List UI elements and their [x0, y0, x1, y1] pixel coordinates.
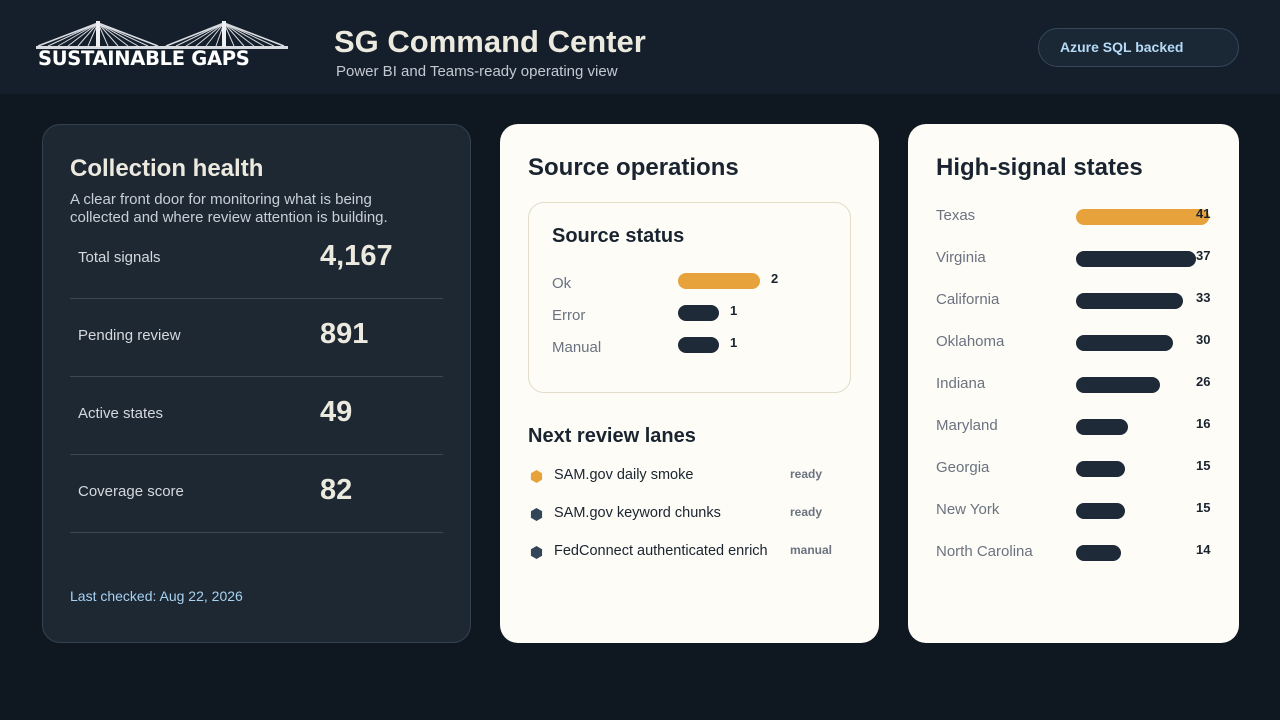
source-status-label: Manual	[552, 339, 602, 356]
state-signal-value: 16	[1196, 416, 1211, 431]
lane-status-dot-icon	[530, 508, 543, 521]
state-signal-value: 15	[1196, 500, 1211, 515]
metric-label: Pending review	[78, 327, 181, 344]
source-status-label: Error	[552, 307, 586, 324]
metric-value: 82	[320, 474, 353, 506]
lane-status-tag: ready	[790, 467, 823, 481]
state-name: Virginia	[936, 249, 986, 266]
lane-name: FedConnect authenticated enrich	[554, 543, 768, 559]
lane-name: SAM.gov daily smoke	[554, 467, 694, 483]
metric-value: 891	[320, 318, 369, 350]
last-checked-timestamp: Last checked: Aug 22, 2026	[70, 588, 243, 604]
state-name: Oklahoma	[936, 333, 1005, 350]
state-signal-bar	[1076, 419, 1128, 435]
state-signal-value: 41	[1196, 206, 1211, 221]
state-name: Texas	[936, 207, 976, 224]
state-row[interactable]: Texas 41	[936, 202, 1216, 226]
state-signal-bar	[1076, 503, 1125, 519]
source-operations-card: Source operations Source status Ok 2 Error…	[500, 124, 879, 643]
source-status-row: Manual 1	[552, 335, 842, 359]
source-operations-title: Source operations	[528, 154, 739, 181]
review-lane-item[interactable]: FedConnect authenticated enrich manual	[528, 540, 858, 564]
state-row[interactable]: North Carolina 14	[936, 538, 1216, 562]
metric-label: Active states	[78, 405, 164, 422]
collection-health-card: Collection health A clear front door for…	[42, 124, 471, 643]
source-status-row: Ok 2	[552, 271, 842, 295]
source-status-row: Error 1	[552, 303, 842, 327]
top-bar: SUSTAINABLE GAPS SG Command Center Power…	[0, 0, 1280, 94]
state-name: Maryland	[936, 417, 998, 434]
state-row[interactable]: New York 15	[936, 496, 1216, 520]
state-signal-value: 30	[1196, 332, 1211, 347]
state-signal-bar	[1076, 377, 1160, 393]
review-lanes-title: Next review lanes	[528, 425, 696, 447]
metric-row-total-signals: Total signals 4,167	[70, 221, 443, 299]
metric-row-coverage-score: Coverage score 82	[70, 455, 443, 533]
lane-status-tag: ready	[790, 505, 823, 519]
source-status-panel: Source status Ok 2 Error 1 Manual 1	[528, 202, 851, 393]
source-status-bar	[678, 273, 760, 289]
state-row[interactable]: Maryland 16	[936, 412, 1216, 436]
lane-status-dot-icon	[530, 546, 543, 559]
state-signal-bar	[1076, 209, 1209, 225]
state-name: Indiana	[936, 375, 986, 392]
state-signal-bar	[1076, 461, 1125, 477]
page-title: SG Command Center	[334, 24, 646, 59]
state-signal-bar	[1076, 335, 1173, 351]
collection-health-description: A clear front door for monitoring what i…	[70, 191, 388, 226]
state-signal-bar	[1076, 545, 1121, 561]
source-status-value: 2	[771, 271, 779, 286]
state-row[interactable]: Indiana 26	[936, 370, 1216, 394]
review-lane-item[interactable]: SAM.gov daily smoke ready	[528, 464, 858, 488]
backend-status-badge: Azure SQL backed	[1038, 28, 1239, 67]
state-signal-value: 15	[1196, 458, 1211, 473]
state-signal-value: 14	[1196, 542, 1211, 557]
high-signal-states-title: High-signal states	[936, 154, 1143, 181]
source-status-title: Source status	[552, 225, 685, 247]
metric-value: 49	[320, 396, 353, 428]
high-signal-states-card: High-signal states Texas 41 Virginia 37 Cali…	[908, 124, 1239, 643]
review-lane-item[interactable]: SAM.gov keyword chunks ready	[528, 502, 858, 526]
bridge-logo-icon	[36, 21, 288, 49]
source-status-value: 1	[730, 335, 738, 350]
lane-status-tag: manual	[790, 543, 833, 557]
state-name: California	[936, 291, 1000, 308]
sustainable-gaps-logo: SUSTAINABLE GAPS	[36, 20, 288, 72]
metric-row-active-states: Active states 49	[70, 377, 443, 455]
state-name: New York	[936, 501, 1000, 518]
metric-label: Total signals	[78, 249, 161, 266]
lane-status-dot-icon	[530, 470, 543, 483]
source-status-value: 1	[730, 303, 738, 318]
logo-text: SUSTAINABLE GAPS	[38, 47, 250, 70]
state-signal-bar	[1076, 251, 1196, 267]
state-row[interactable]: Oklahoma 30	[936, 328, 1216, 352]
metric-label: Coverage score	[78, 483, 184, 500]
state-row[interactable]: California 33	[936, 286, 1216, 310]
state-signal-value: 26	[1196, 374, 1211, 389]
source-status-label: Ok	[552, 275, 572, 292]
state-name: Georgia	[936, 459, 990, 476]
page-subtitle: Power BI and Teams-ready operating view	[336, 63, 618, 80]
lane-name: SAM.gov keyword chunks	[554, 505, 721, 521]
source-status-bar	[678, 337, 719, 353]
collection-health-title: Collection health	[70, 155, 264, 182]
source-status-bar	[678, 305, 719, 321]
state-row[interactable]: Georgia 15	[936, 454, 1216, 478]
state-signal-value: 33	[1196, 290, 1211, 305]
metric-value: 4,167	[320, 240, 393, 272]
state-signal-bar	[1076, 293, 1183, 309]
state-signal-value: 37	[1196, 248, 1211, 263]
state-row[interactable]: Virginia 37	[936, 244, 1216, 268]
metric-row-pending-review: Pending review 891	[70, 299, 443, 377]
state-name: North Carolina	[936, 543, 1033, 560]
